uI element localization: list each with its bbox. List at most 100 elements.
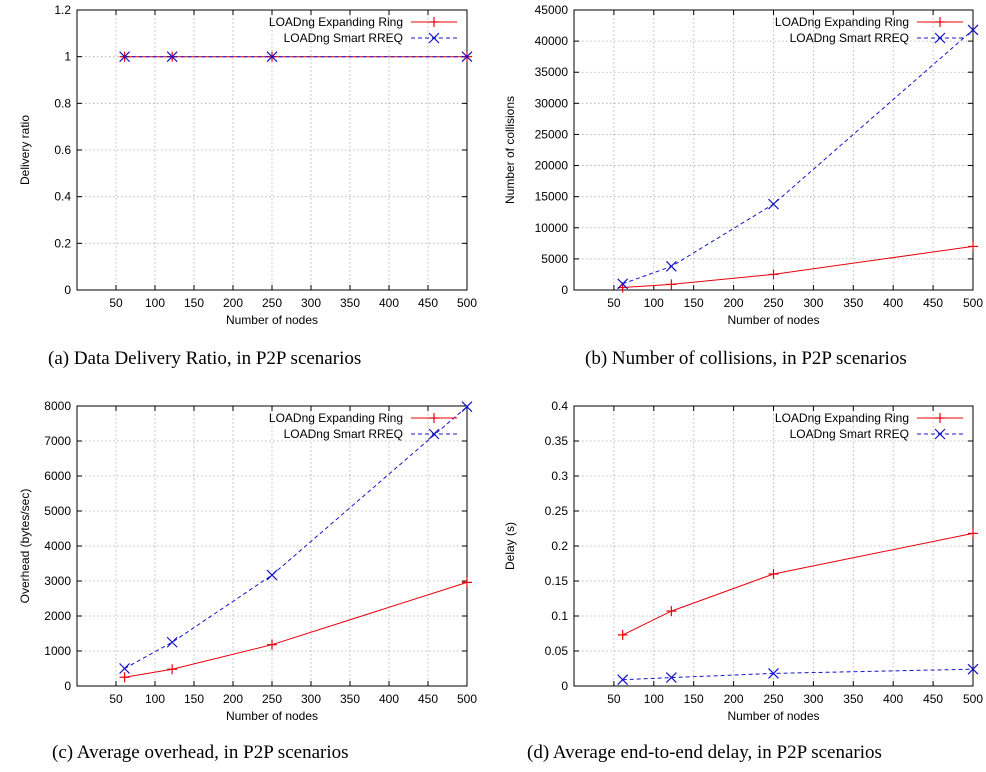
data-point xyxy=(617,278,629,290)
y-tick-label: 0.3 xyxy=(551,469,568,483)
x-tick-label: 300 xyxy=(301,296,321,310)
series-expanding-ring xyxy=(119,577,472,683)
y-tick-label: 15000 xyxy=(535,190,569,204)
legend-marker xyxy=(934,428,946,440)
data-point xyxy=(166,51,178,63)
data-point xyxy=(266,569,278,581)
x-tick-label: 350 xyxy=(340,692,360,706)
chart-panel-c: 0 1000 2000 3000 4000 5000 6000 7000 8000 50 100 15… xyxy=(0,386,493,772)
y-axis-label: Overhead (bytes/sec) xyxy=(18,489,32,604)
x-tick-label: 150 xyxy=(684,692,704,706)
y-tick-label: 5000 xyxy=(541,252,568,266)
y-tick-label: 40000 xyxy=(535,34,569,48)
data-point xyxy=(768,667,779,679)
y-axis-label: Delay (s) xyxy=(503,522,517,570)
y-tick-label: 0.1 xyxy=(551,609,568,623)
y-tick-label: 45000 xyxy=(535,3,569,17)
series-smart-rreq xyxy=(617,24,979,290)
x-tick-label: 450 xyxy=(418,296,438,310)
caption-b: (b) Number of collisions, in P2P scenari… xyxy=(585,348,907,369)
x-tick-label: 150 xyxy=(184,296,204,310)
x-tick-label: 450 xyxy=(923,692,943,706)
x-tick-label: 450 xyxy=(418,692,438,706)
y-tick-label: 20000 xyxy=(535,159,569,173)
y-tick-label: 0.05 xyxy=(545,644,569,658)
x-tick-label: 350 xyxy=(843,692,863,706)
data-point xyxy=(461,401,473,413)
y-tick-label: 8000 xyxy=(44,399,71,413)
x-tick-label: 500 xyxy=(457,296,477,310)
x-tick-label: 500 xyxy=(457,692,477,706)
x-axis-label: Number of nodes xyxy=(727,709,819,723)
series-smart-rreq xyxy=(119,51,473,63)
caption-d: (d) Average end-to-end delay, in P2P sce… xyxy=(527,742,882,763)
y-tick-label: 0 xyxy=(561,679,568,693)
x-tick-label: 350 xyxy=(340,296,360,310)
y-tick-label: 0 xyxy=(561,283,568,297)
y-tick-label: 1000 xyxy=(44,644,71,658)
legend-label: LOADng Expanding Ring xyxy=(775,411,909,425)
x-tick-label: 250 xyxy=(763,692,783,706)
series-line xyxy=(622,668,974,681)
x-tick-label: 50 xyxy=(607,296,621,310)
legend: LOADng Expanding Ring LOADng Smart RREQ xyxy=(775,15,963,45)
caption-c: (c) Average overhead, in P2P scenarios xyxy=(52,742,349,763)
x-tick-label: 450 xyxy=(923,296,943,310)
y-tick-label: 1.2 xyxy=(54,3,71,17)
legend-label: LOADng Smart RREQ xyxy=(790,427,909,441)
x-tick-label: 250 xyxy=(763,296,783,310)
x-tick-label: 150 xyxy=(184,692,204,706)
legend-marker xyxy=(428,32,440,44)
data-point xyxy=(665,260,677,272)
y-tick-label: 5000 xyxy=(44,504,71,518)
legend: LOADng Expanding Ring LOADng Smart RREQ xyxy=(269,411,457,441)
x-axis-label: Number of nodes xyxy=(226,313,318,327)
series-line xyxy=(622,245,974,288)
series-smart-rreq xyxy=(617,663,979,686)
y-tick-label: 35000 xyxy=(535,65,569,79)
x-tick-label: 400 xyxy=(379,296,399,310)
legend-label: LOADng Expanding Ring xyxy=(269,15,403,29)
x-tick-label: 100 xyxy=(145,692,165,706)
x-tick-label: 150 xyxy=(684,296,704,310)
chart-panel-b: 0 5000 10000 15000 20000 25000 30000 35000 40000… xyxy=(493,0,986,386)
x-tick-label: 50 xyxy=(109,692,123,706)
x-axis-label: Number of nodes xyxy=(226,709,318,723)
x-tick-label: 500 xyxy=(963,296,983,310)
x-tick-label: 100 xyxy=(644,692,664,706)
y-tick-label: 0.25 xyxy=(545,504,569,518)
legend: LOADng Expanding Ring LOADng Smart RREQ xyxy=(775,411,963,441)
data-point xyxy=(617,674,629,686)
y-tick-label: 6000 xyxy=(44,469,71,483)
data-point xyxy=(461,51,473,63)
x-tick-label: 100 xyxy=(644,296,664,310)
y-tick-label: 0.2 xyxy=(551,539,568,553)
x-tick-label: 250 xyxy=(262,296,282,310)
y-tick-label: 0.4 xyxy=(551,399,568,413)
y-tick-label: 7000 xyxy=(44,434,71,448)
x-tick-label: 500 xyxy=(963,692,983,706)
y-tick-label: 2000 xyxy=(44,609,71,623)
x-tick-label: 400 xyxy=(379,692,399,706)
chart-b: 0 5000 10000 15000 20000 25000 30000 35000 40000… xyxy=(503,3,983,327)
caption-a: (a) Data Delivery Ratio, in P2P scenario… xyxy=(48,348,362,369)
y-tick-label: 3000 xyxy=(44,574,71,588)
chart-panel-d: 0 0.05 0.1 0.15 0.2 0.25 0.3 0.35 0.4 50 100 150 200… xyxy=(493,386,986,772)
legend-label: LOADng Smart RREQ xyxy=(790,31,909,45)
y-tick-label: 30000 xyxy=(535,96,569,110)
y-tick-label: 0.2 xyxy=(54,236,71,250)
legend-marker xyxy=(428,428,440,440)
x-tick-label: 50 xyxy=(607,692,621,706)
y-tick-label: 4000 xyxy=(44,539,71,553)
x-tick-label: 300 xyxy=(301,692,321,706)
data-point xyxy=(967,24,979,36)
series-line xyxy=(124,406,468,669)
y-tick-label: 0.4 xyxy=(54,190,71,204)
y-tick-label: 0.35 xyxy=(545,434,569,448)
y-tick-label: 1 xyxy=(64,50,71,64)
y-tick-label: 25000 xyxy=(535,127,569,141)
data-point xyxy=(119,51,131,63)
legend-label: LOADng Smart RREQ xyxy=(284,427,403,441)
data-point xyxy=(266,51,278,63)
plot-frame xyxy=(573,9,974,291)
